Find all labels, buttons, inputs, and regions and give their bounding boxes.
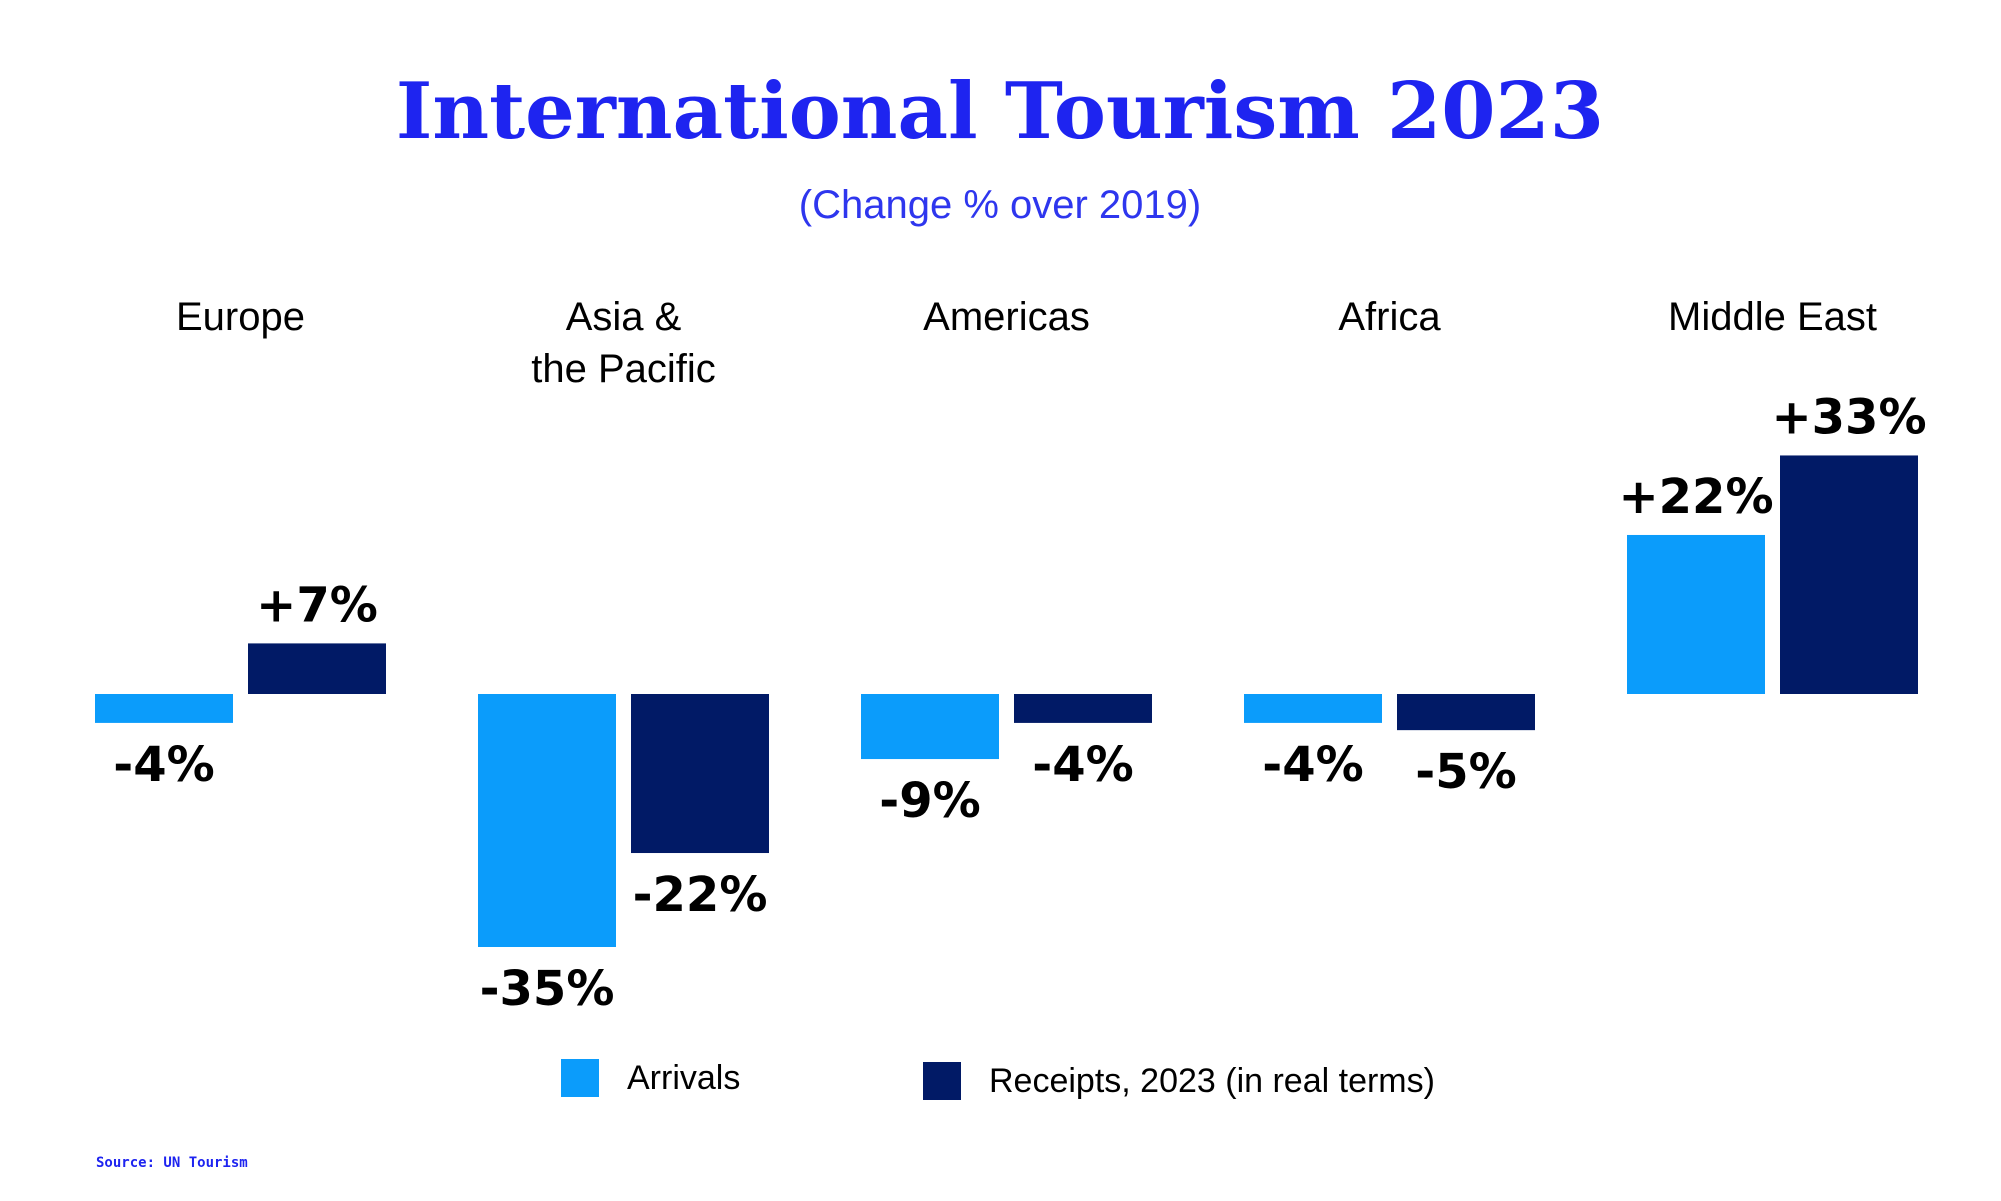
- legend-label: Arrivals: [627, 1059, 740, 1097]
- bars: [95, 455, 1918, 947]
- arrivals-bar: [1627, 534, 1765, 694]
- category-label: Europe: [176, 295, 305, 339]
- value-label: -9%: [879, 773, 980, 829]
- category-labels: Europe Asia & the Pacific Americas Africa Mid…: [176, 295, 1877, 391]
- arrivals-bar: [861, 694, 999, 760]
- receipts-bar: [1780, 455, 1918, 694]
- category-label: Americas: [923, 295, 1090, 339]
- value-label: +7%: [256, 577, 378, 633]
- value-label: +22%: [1618, 469, 1773, 525]
- category-label: Africa: [1338, 295, 1441, 339]
- arrivals-bar: [95, 694, 233, 723]
- legend-swatch: [561, 1059, 599, 1097]
- value-label: -35%: [480, 961, 615, 1017]
- value-labels: -4% +7% -35% -22% -9% -4% -4% -5% +22% +33%: [113, 389, 1926, 1017]
- receipts-bar: [1014, 694, 1152, 723]
- receipts-bar: [248, 643, 386, 694]
- receipts-bar: [631, 694, 769, 854]
- category-label: Asia & the Pacific: [531, 295, 716, 391]
- legend-label: Receipts, 2023 (in real terms): [989, 1062, 1435, 1100]
- legend: Arrivals Receipts, 2023 (in real terms): [561, 1059, 1435, 1100]
- value-label: -4%: [113, 737, 214, 793]
- chart-title: International Tourism 2023: [396, 66, 1604, 157]
- value-label: -22%: [633, 867, 768, 923]
- arrivals-bar: [1244, 694, 1382, 723]
- source-note: Source: UN Tourism: [96, 1155, 248, 1171]
- category-label: Middle East: [1668, 295, 1877, 339]
- legend-swatch: [923, 1062, 961, 1100]
- chart-subtitle: (Change % over 2019): [799, 183, 1201, 227]
- value-label: -5%: [1415, 744, 1516, 800]
- value-label: +33%: [1771, 389, 1926, 445]
- value-label: -4%: [1032, 737, 1133, 793]
- receipts-bar: [1397, 694, 1535, 731]
- value-label: -4%: [1262, 737, 1363, 793]
- arrivals-bar: [478, 694, 616, 947]
